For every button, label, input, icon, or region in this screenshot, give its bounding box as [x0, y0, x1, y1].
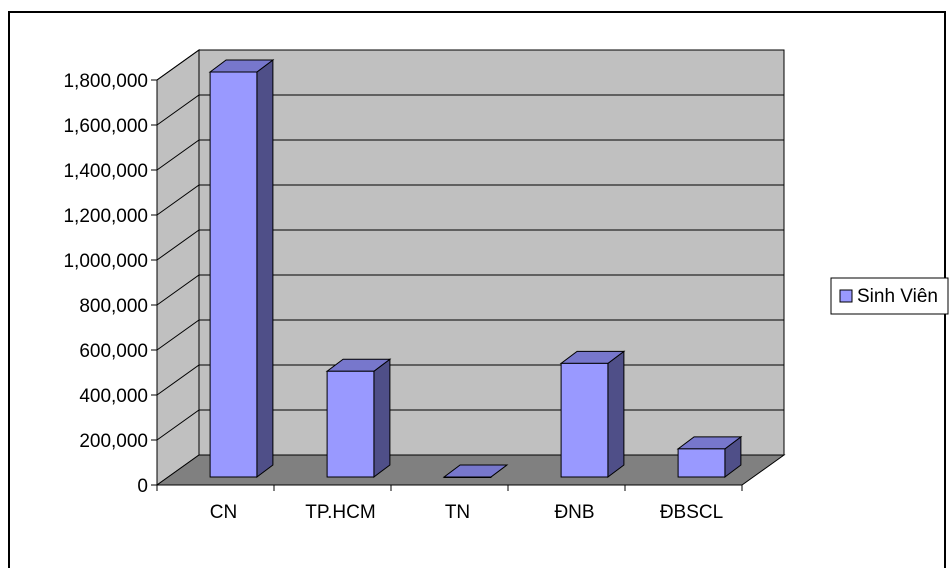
- y-tick-label: 400,000: [79, 386, 148, 407]
- y-tick-label: 1,400,000: [63, 161, 148, 182]
- x-axis-tick-labels: CN TP.HCM TN ĐNB ĐBSCL: [210, 502, 723, 523]
- x-tick-label: ĐNB: [554, 502, 594, 523]
- gridline: [156, 94, 784, 126]
- x-tick-label: TN: [445, 502, 470, 523]
- y-tick-label: 0: [137, 476, 148, 497]
- gridline: [156, 139, 784, 171]
- y-tick-label: 1,600,000: [63, 116, 148, 137]
- bars: [208, 59, 743, 478]
- x-tick-label: CN: [210, 502, 237, 523]
- legend: Sinh Viên: [830, 277, 949, 315]
- bar-front: [560, 362, 609, 478]
- y-tick-label: 800,000: [79, 296, 148, 317]
- x-tick-label: TP.HCM: [305, 502, 375, 523]
- bar: [559, 350, 626, 478]
- bar-front: [209, 71, 258, 478]
- bar: [676, 435, 743, 478]
- bar: [325, 358, 392, 478]
- bar-side: [373, 358, 391, 478]
- y-tick-label: 1,200,000: [63, 206, 148, 227]
- back-wall: [198, 49, 785, 456]
- bar-side: [607, 350, 625, 478]
- gridline: [156, 229, 784, 261]
- gridline: [156, 319, 784, 351]
- legend-label-sinh-vien: Sinh Viên: [857, 286, 938, 307]
- gridline: [156, 274, 784, 306]
- bar: [208, 59, 275, 478]
- gridlines: [156, 49, 784, 441]
- gridline: [156, 184, 784, 216]
- y-tick-label: 1,800,000: [63, 71, 148, 92]
- y-tick-label: 1,000,000: [63, 251, 148, 272]
- legend-box: [830, 277, 949, 315]
- bar-front: [326, 370, 375, 478]
- legend-swatch-sinh-vien: [839, 289, 853, 303]
- bar-front: [443, 476, 492, 478]
- chart-walls: [156, 49, 785, 486]
- y-tick-label: 600,000: [79, 341, 148, 362]
- y-tick-label: 200,000: [79, 431, 148, 452]
- bar-side: [256, 59, 274, 478]
- x-tick-label: ĐBSCL: [660, 502, 723, 523]
- gridline: [156, 49, 784, 81]
- bar-front: [677, 448, 726, 478]
- side-wall: [156, 49, 200, 486]
- y-axis-tick-labels: 0 200,000 400,000 600,000 800,000 1,000,000 1,…: [63, 71, 148, 497]
- bar: [442, 464, 509, 478]
- axes: [151, 79, 743, 491]
